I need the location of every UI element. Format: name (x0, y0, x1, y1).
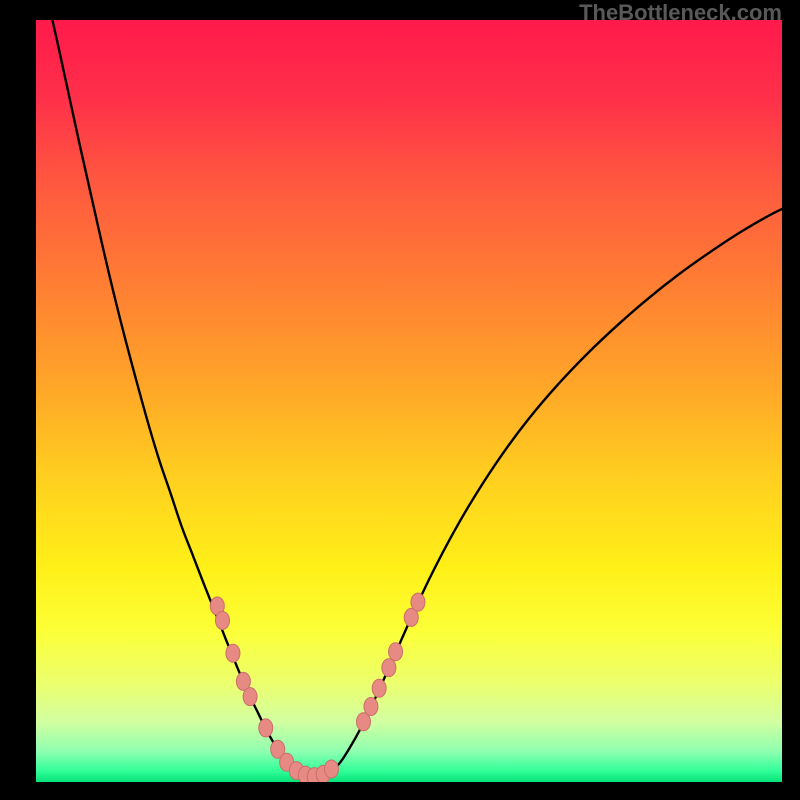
marker-point (364, 698, 378, 716)
gradient-background (36, 20, 782, 782)
plot-area (36, 20, 782, 782)
marker-point (389, 643, 403, 661)
marker-point (259, 719, 273, 737)
marker-point (324, 760, 338, 778)
chart-container: TheBottleneck.com (0, 0, 800, 800)
marker-point (226, 644, 240, 662)
marker-point (411, 593, 425, 611)
marker-point (216, 611, 230, 629)
marker-point (243, 688, 257, 706)
plot-svg (36, 20, 782, 782)
marker-point (372, 679, 386, 697)
marker-point (382, 659, 396, 677)
